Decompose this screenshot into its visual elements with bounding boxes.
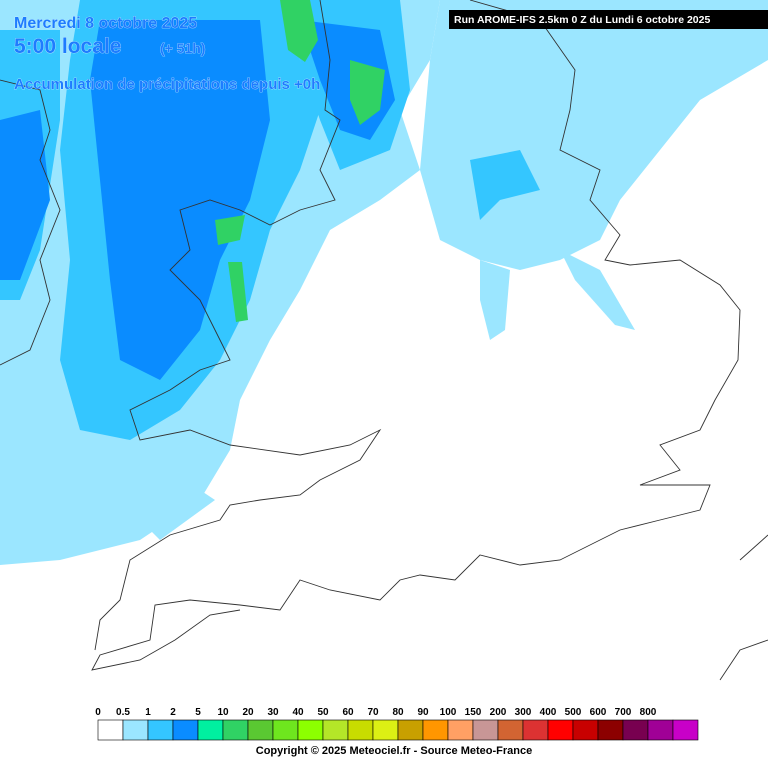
legend-label: 20 <box>242 707 254 718</box>
legend-swatch <box>422 719 449 741</box>
legend-swatch <box>622 719 649 741</box>
date: Mercredi 8 octobre 2025 <box>14 15 197 32</box>
legend-label: 70 <box>367 707 379 718</box>
legend-label: 50 <box>317 707 329 718</box>
legend-label: 90 <box>417 707 429 718</box>
legend-swatch <box>247 719 274 741</box>
field-name: Accumulation de précipitations depuis +0… <box>14 76 320 93</box>
legend-swatch <box>572 719 599 741</box>
legend: 0 0.5 1 2 5 10 20 30 40 50 60 70 80 90 100 150 200 300 400… <box>95 707 699 741</box>
run-box <box>449 10 768 29</box>
coastlines <box>0 0 768 681</box>
run-info: Run AROME-IFS 2.5km 0 Z du Lundi 6 octob… <box>454 14 710 26</box>
legend-swatch <box>372 719 399 741</box>
legend-label: 150 <box>465 707 482 718</box>
legend-swatch <box>397 719 424 741</box>
legend-swatch <box>272 719 299 741</box>
legend-swatch <box>172 719 199 741</box>
legend-label: 600 <box>590 707 607 718</box>
legend-label: 500 <box>565 707 582 718</box>
legend-swatch <box>547 719 574 741</box>
legend-label: 700 <box>615 707 632 718</box>
legend-swatch <box>647 719 674 741</box>
legend-swatch <box>347 719 374 741</box>
lead-time: (+ 51h) <box>160 40 206 56</box>
legend-label: 10 <box>217 707 229 718</box>
legend-label: 40 <box>292 707 304 718</box>
legend-swatch <box>522 719 549 741</box>
legend-label: 800 <box>640 707 657 718</box>
copyright: Copyright © 2025 Meteociel.fr - Source M… <box>256 745 532 757</box>
legend-swatch <box>197 719 224 741</box>
legend-swatch <box>322 719 349 741</box>
legend-swatch <box>472 719 499 741</box>
legend-swatch <box>122 719 149 741</box>
legend-swatch <box>447 719 474 741</box>
legend-label: 1 <box>145 707 151 718</box>
legend-swatch <box>297 719 324 741</box>
legend-label: 200 <box>490 707 507 718</box>
precipitation-field <box>0 0 768 565</box>
legend-swatch <box>147 719 174 741</box>
legend-swatch <box>97 719 124 741</box>
legend-label: 0.5 <box>116 707 130 718</box>
legend-label: 100 <box>440 707 457 718</box>
legend-label: 2 <box>170 707 176 718</box>
legend-label: 0 <box>95 707 101 718</box>
legend-label: 80 <box>392 707 404 718</box>
legend-swatch <box>497 719 524 741</box>
legend-swatch <box>222 719 249 741</box>
legend-swatch <box>672 719 699 741</box>
legend-label: 400 <box>540 707 557 718</box>
legend-label: 30 <box>267 707 279 718</box>
legend-label: 5 <box>195 707 201 718</box>
legend-label: 300 <box>515 707 532 718</box>
local-time: 5:00 locale <box>14 35 121 58</box>
legend-label: 60 <box>342 707 354 718</box>
legend-swatch <box>597 719 624 741</box>
